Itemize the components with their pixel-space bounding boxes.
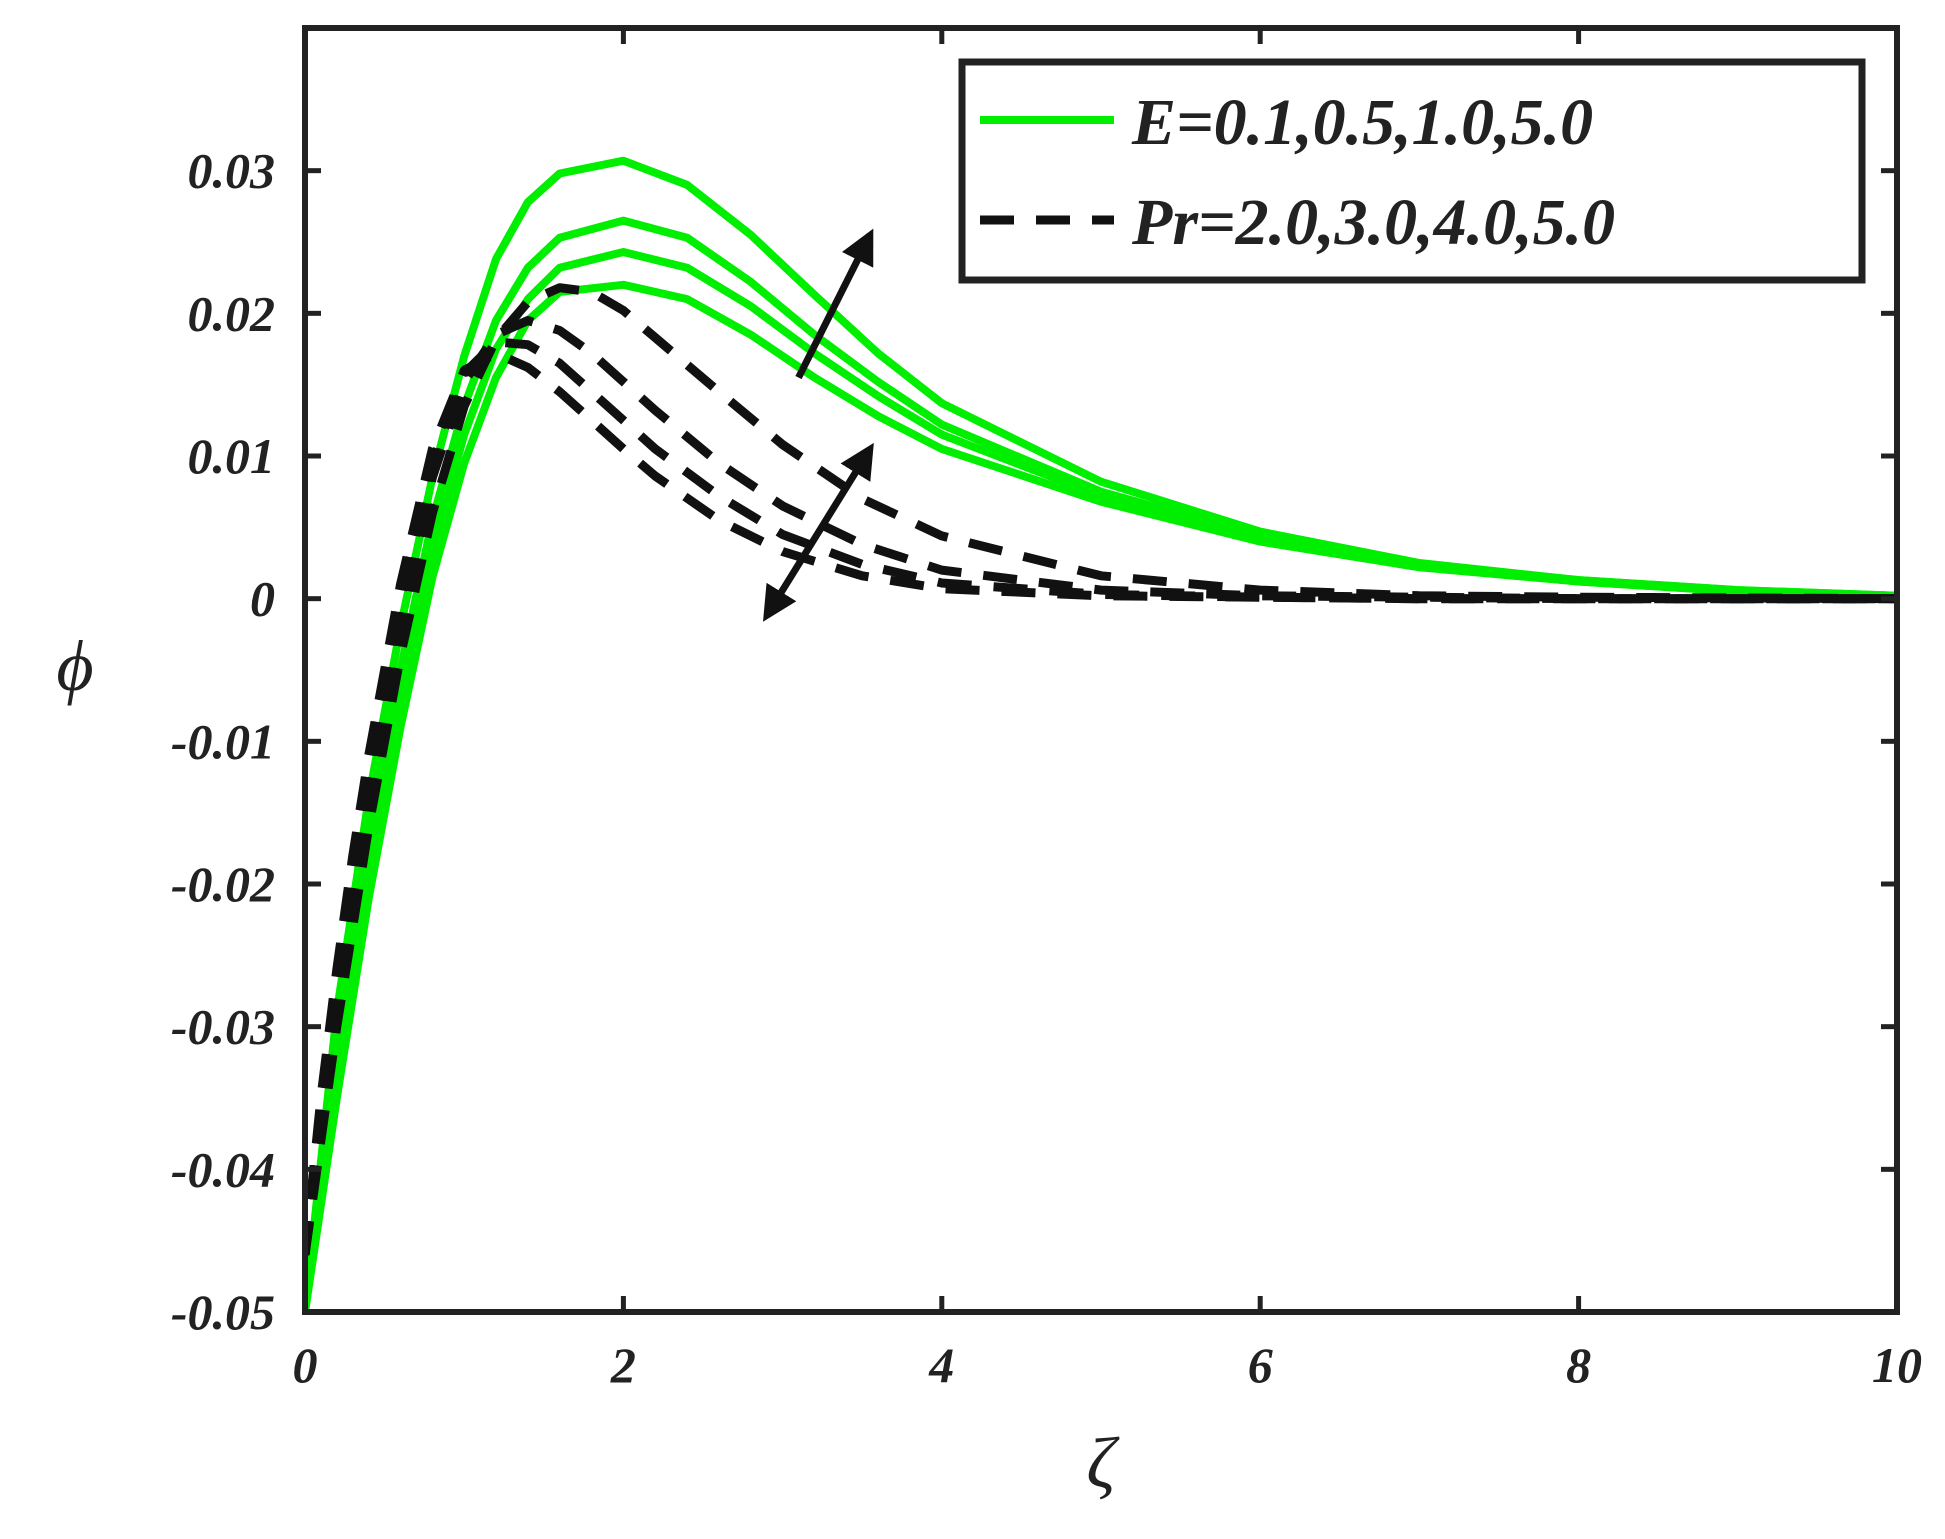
y-tick-label: 0 [250,571,275,627]
legend-label-1: E=0.1,0.5,1.0,5.0 [1131,86,1593,159]
annotation-arrow-2 [762,442,874,622]
y-tick-label: -0.02 [171,856,275,912]
y-tick-labels: -0.05 -0.04 -0.03 -0.02 -0.01 0 0.01 0.02 0.03 [171,143,275,1340]
y-tick-label: 0.01 [188,428,276,484]
x-axis-label: ζ [1086,1423,1120,1503]
x-tick-labels: 0 2 4 6 8 10 [293,1337,1923,1393]
y-tick-label: 0.03 [188,143,276,199]
annotation-arrow-1 [795,228,874,380]
legend-label-2: Pr=2.0,3.0,4.0,5.0 [1131,186,1615,259]
y-tick-label: -0.01 [171,713,275,769]
x-tick-label: 6 [1248,1337,1273,1393]
y-tick-label: -0.05 [171,1284,275,1340]
y-tick-label: -0.04 [171,1141,275,1197]
x-tick-label: 0 [293,1337,318,1393]
series-line-pr-8 [305,348,1897,1256]
x-tick-label: 4 [928,1337,954,1393]
legend-box [958,58,1866,284]
x-tick-label: 2 [610,1337,636,1393]
annotations [762,228,874,622]
legend: E=0.1,0.5,1.0,5.0 Pr=2.0,3.0,4.0,5.0 [958,58,1866,284]
plot-frame [302,25,1900,1315]
x-tick-label: 10 [1872,1337,1922,1393]
plot-area [305,156,1897,1312]
y-tick-label: -0.03 [171,999,275,1055]
axis-ticks [302,28,1900,1315]
y-tick-label: 0.02 [188,285,276,341]
x-tick-label: 8 [1566,1337,1591,1393]
y-axis-label: ϕ [56,626,93,706]
